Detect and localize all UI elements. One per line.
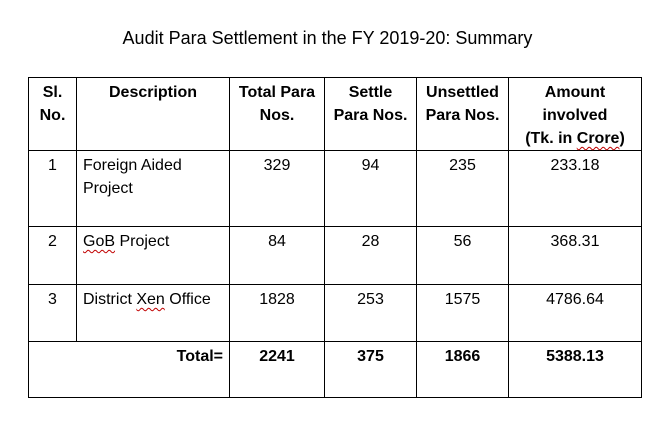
header-description: Description — [76, 77, 230, 151]
cell-sl: 1 — [28, 150, 77, 227]
page-title: Audit Para Settlement in the FY 2019-20:… — [122, 28, 533, 48]
cell-sl: 2 — [28, 226, 77, 285]
cell-description: District Xen Office — [76, 284, 230, 342]
cell-unsettled: 56 — [416, 226, 509, 285]
header-settle-para: Settle Para Nos. — [324, 77, 417, 151]
cell-sl: 3 — [28, 284, 77, 342]
header-row: Sl. No. Description Total Para Nos. Settle… — [28, 77, 642, 151]
total-amount: 5388.13 — [508, 341, 642, 398]
total-total: 2241 — [229, 341, 325, 398]
header-total-para: Total Para Nos. — [229, 77, 325, 151]
header-amount: Amount involved (Tk. in Crore) — [508, 77, 642, 151]
total-row: Total= 2241 375 1866 5388.13 — [28, 341, 642, 398]
summary-table: Sl. No. Description Total Para Nos. Settle… — [28, 77, 642, 398]
total-label: Total= — [28, 341, 230, 398]
cell-total: 84 — [229, 226, 325, 285]
cell-description: GoB Project — [76, 226, 230, 285]
cell-unsettled: 1575 — [416, 284, 509, 342]
total-unsettled: 1866 — [416, 341, 509, 398]
cell-total: 1828 — [229, 284, 325, 342]
cell-description: Foreign Aided Project — [76, 150, 230, 227]
header-sl: Sl. No. — [28, 77, 77, 151]
table-row: 3 District Xen Office 1828 253 1575 4786… — [28, 284, 642, 342]
cell-total: 329 — [229, 150, 325, 227]
cell-settle: 253 — [324, 284, 417, 342]
cell-amount: 4786.64 — [508, 284, 642, 342]
cell-settle: 28 — [324, 226, 417, 285]
header-unsettled-para: Unsettled Para Nos. — [416, 77, 509, 151]
table-row: 1 Foreign Aided Project 329 94 235 233.18 — [28, 150, 642, 227]
cell-amount: 368.31 — [508, 226, 642, 285]
cell-amount: 233.18 — [508, 150, 642, 227]
total-settle: 375 — [324, 341, 417, 398]
cell-settle: 94 — [324, 150, 417, 227]
cell-unsettled: 235 — [416, 150, 509, 227]
table-row: 2 GoB Project 84 28 56 368.31 — [28, 226, 642, 285]
